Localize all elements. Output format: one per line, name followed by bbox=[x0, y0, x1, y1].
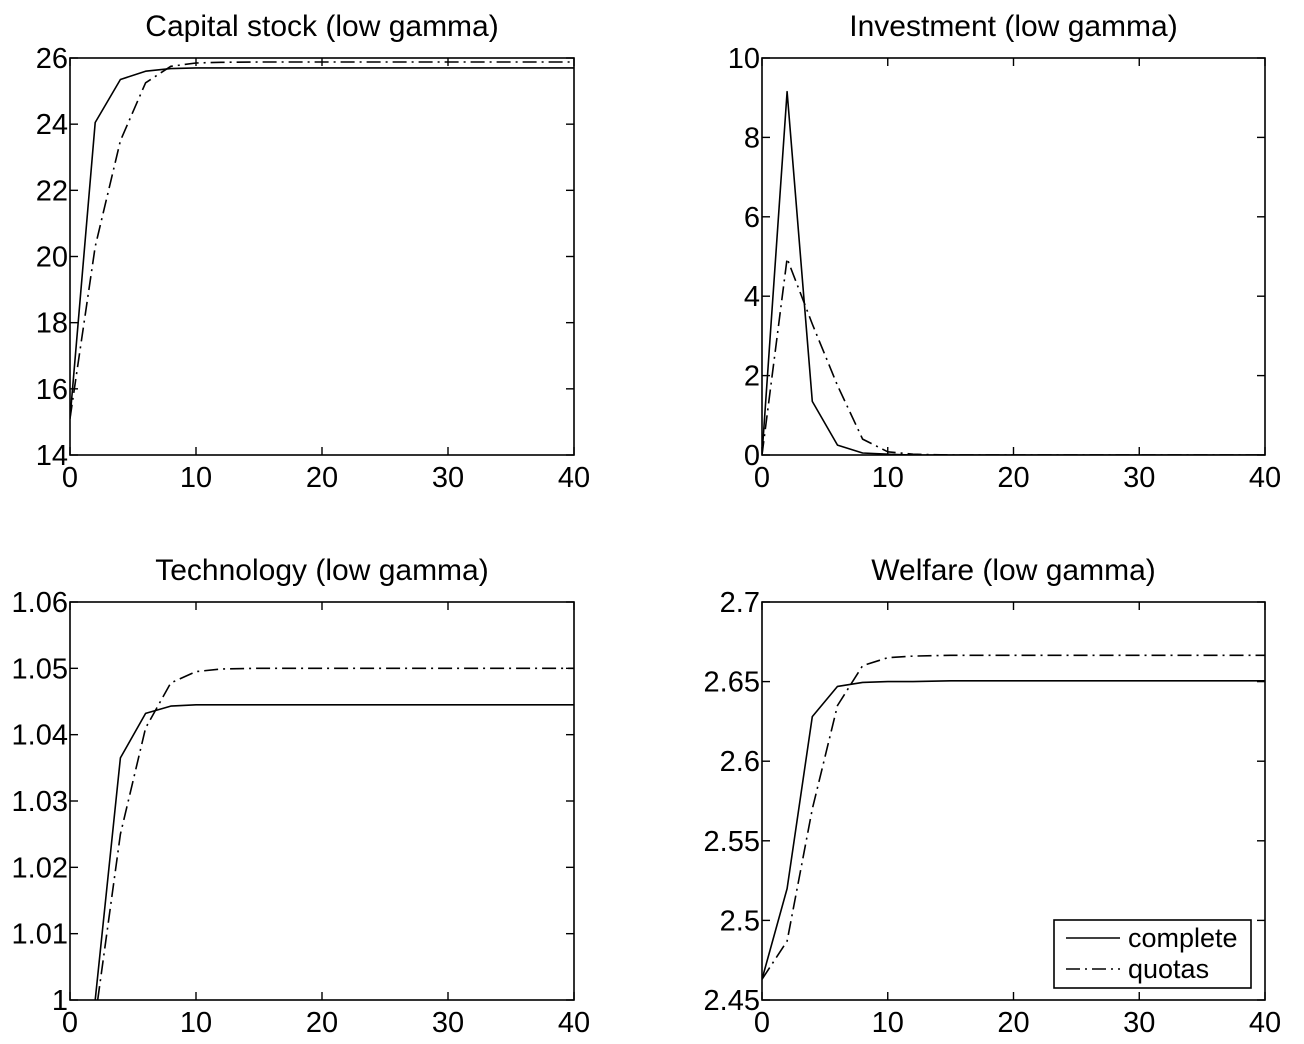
series-line-dashdot bbox=[762, 257, 1265, 455]
y-tick-label: 14 bbox=[36, 440, 68, 472]
series-line-solid bbox=[70, 67, 574, 419]
x-tick-label: 40 bbox=[558, 462, 590, 494]
y-tick-label: 1 bbox=[52, 985, 68, 1017]
chart-panel-3: Technology (low gamma) 0 10 20 30 40 1 1.01 1.02… bbox=[12, 554, 591, 1039]
x-tick-label: 20 bbox=[997, 1007, 1029, 1039]
x-tick-label: 20 bbox=[306, 1007, 338, 1039]
y-tick-label: 8 bbox=[744, 122, 760, 154]
legend-label: quotas bbox=[1128, 954, 1209, 984]
x-tick-label: 40 bbox=[558, 1007, 590, 1039]
chart-panel-1: Capital stock (low gamma) 0 10 20 30 40 14 16 18… bbox=[36, 10, 590, 494]
x-tick-label: 0 bbox=[754, 1007, 770, 1039]
series-line-dashdot bbox=[96, 667, 574, 1000]
x-tick-label: 10 bbox=[872, 1007, 904, 1039]
x-tick-label: 0 bbox=[62, 462, 78, 494]
y-tick-label: 24 bbox=[36, 109, 68, 141]
y-tick-label: 2 bbox=[744, 361, 760, 393]
x-tick-label: 40 bbox=[1249, 1007, 1281, 1039]
legend-label: complete bbox=[1128, 923, 1238, 953]
x-tick-label: 30 bbox=[1123, 462, 1155, 494]
x-tick-label: 40 bbox=[1249, 462, 1281, 494]
y-tick-label: 0 bbox=[744, 440, 760, 472]
y-tick-label: 1.03 bbox=[12, 786, 68, 818]
y-tick-label: 16 bbox=[36, 374, 68, 406]
x-tick-label: 30 bbox=[432, 462, 464, 494]
axes-frame bbox=[69, 601, 575, 1001]
y-tick-label: 2.6 bbox=[720, 746, 760, 778]
y-tick-label: 6 bbox=[744, 202, 760, 234]
x-tick-label: 20 bbox=[997, 462, 1029, 494]
y-tick-label: 2.5 bbox=[720, 905, 760, 937]
y-tick-label: 1.02 bbox=[12, 852, 68, 884]
series-line-solid bbox=[94, 703, 574, 1000]
y-tick-label: 2.55 bbox=[704, 826, 760, 858]
y-tick-label: 2.7 bbox=[720, 587, 760, 619]
axes-frame bbox=[69, 57, 575, 456]
chart-title: Welfare (low gamma) bbox=[871, 554, 1156, 587]
y-tick-label: 1.01 bbox=[12, 919, 68, 951]
y-tick-label: 10 bbox=[728, 43, 760, 75]
y-tick-label: 1.05 bbox=[12, 653, 68, 685]
y-tick-label: 2.65 bbox=[704, 667, 760, 699]
series-line-quotas bbox=[762, 654, 1265, 980]
chart-title: Capital stock (low gamma) bbox=[145, 10, 498, 43]
x-tick-label: 0 bbox=[62, 1007, 78, 1039]
y-tick-label: 22 bbox=[36, 175, 68, 207]
plot-area bbox=[762, 654, 1265, 980]
series-line-dashdot bbox=[70, 61, 574, 419]
y-tick-label: 26 bbox=[36, 43, 68, 75]
y-tick-label: 1.06 bbox=[12, 587, 68, 619]
x-tick-label: 30 bbox=[1123, 1007, 1155, 1039]
y-tick-label: 20 bbox=[36, 242, 68, 274]
chart-panel-4: Welfare (low gamma) 0 10 20 30 40 2.45 2.5 2.55 2… bbox=[704, 554, 1282, 1039]
x-tick-label: 10 bbox=[180, 462, 212, 494]
chart-panel-2: Investment (low gamma) 0 10 20 30 40 0 2 4 6 8 10 bbox=[728, 10, 1281, 494]
chart-title: Technology (low gamma) bbox=[155, 554, 488, 587]
plot-area bbox=[762, 90, 1265, 455]
y-tick-label: 2.45 bbox=[704, 985, 760, 1017]
x-tick-label: 20 bbox=[306, 462, 338, 494]
y-tick-label: 18 bbox=[36, 308, 68, 340]
y-tick-label: 4 bbox=[744, 281, 760, 313]
x-tick-label: 30 bbox=[432, 1007, 464, 1039]
x-tick-label: 10 bbox=[180, 1007, 212, 1039]
x-tick-label: 10 bbox=[872, 462, 904, 494]
x-tick-label: 0 bbox=[754, 462, 770, 494]
plot-area bbox=[70, 61, 574, 419]
chart-title: Investment (low gamma) bbox=[849, 10, 1177, 43]
axes-frame bbox=[761, 57, 1266, 456]
legend-box bbox=[1053, 919, 1252, 989]
series-line-complete bbox=[762, 679, 1265, 980]
plot-area bbox=[94, 667, 574, 1000]
y-tick-label: 1.04 bbox=[12, 720, 68, 752]
series-line-solid bbox=[762, 90, 1265, 455]
